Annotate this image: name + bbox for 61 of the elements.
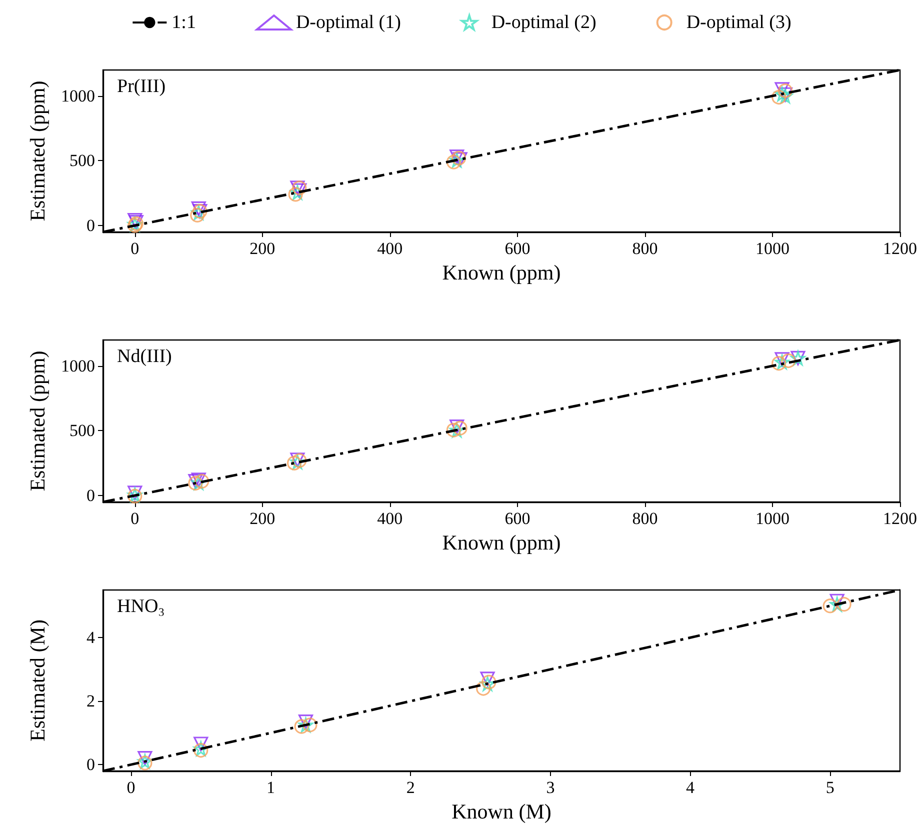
- point: [778, 83, 793, 98]
- point: [298, 714, 314, 730]
- x-axis-title: Known (ppm): [442, 260, 561, 284]
- point: [830, 596, 844, 612]
- x-tick-label: 1200: [883, 239, 917, 258]
- y-tick-label: 4: [86, 628, 96, 648]
- x-tick-label: 800: [632, 239, 658, 258]
- point: [781, 353, 796, 368]
- x-axis-title: Known (M): [452, 800, 552, 824]
- legend-label: D-optimal (2): [491, 12, 596, 33]
- x-tick-label: 0: [130, 239, 140, 258]
- y-tick-label: 1000: [61, 86, 95, 106]
- x-tick-label: 1000: [755, 239, 790, 258]
- x-tick-label: 400: [377, 509, 403, 528]
- y-axis-title: Estimated (ppm): [26, 80, 50, 222]
- x-tick-label: 5: [826, 778, 834, 797]
- x-tick-label: 0: [126, 778, 136, 797]
- point: [450, 420, 464, 434]
- y-tick-label: 1000: [61, 356, 95, 376]
- x-tick-label: 0: [130, 509, 140, 528]
- point: [452, 420, 468, 436]
- x-tick-label: 200: [250, 239, 276, 258]
- legend-label: D-optimal (1): [296, 12, 401, 33]
- chart-title: Nd(III): [117, 346, 172, 367]
- x-tick-label: 1200: [883, 509, 917, 528]
- x-tick-label: 1000: [755, 509, 790, 528]
- point: [450, 422, 464, 438]
- y-tick-label: 2: [86, 692, 95, 711]
- y-axis-title: Estimated (ppm): [26, 350, 50, 492]
- x-axis-title: Known (ppm): [442, 530, 561, 554]
- point: [298, 718, 314, 732]
- x-tick-label: 800: [632, 509, 658, 528]
- legend-label: D-optimal (3): [686, 12, 792, 33]
- x-tick-label: 200: [250, 509, 276, 528]
- y-axis-title: Estimated (M): [26, 620, 50, 742]
- legend-label: 1:1: [172, 12, 196, 33]
- point: [836, 596, 852, 612]
- y-tick-label: 0: [86, 755, 95, 774]
- point: [480, 672, 495, 686]
- x-tick-label: 600: [504, 509, 530, 528]
- chart-title: HNO₃: [117, 596, 165, 617]
- point: [446, 154, 461, 170]
- y-tick-label: 500: [70, 421, 95, 440]
- point: [822, 598, 838, 614]
- x-tick-label: 1: [266, 778, 276, 797]
- x-tick-label: 600: [504, 239, 530, 258]
- point: [476, 681, 491, 696]
- y-tick-label: 0: [86, 216, 95, 236]
- y-tick-label: 0: [86, 486, 95, 506]
- x-tick-label: 2: [406, 778, 415, 797]
- chart-title: Pr(III): [117, 76, 166, 97]
- point: [194, 474, 210, 489]
- x-tick-label: 3: [546, 778, 555, 797]
- y-tick-label: 500: [70, 151, 95, 170]
- x-tick-label: 400: [377, 239, 403, 258]
- point: [286, 456, 302, 470]
- point: [194, 736, 208, 752]
- point: [772, 90, 786, 105]
- point: [446, 422, 461, 438]
- x-tick-label: 4: [686, 778, 696, 797]
- point: [138, 751, 152, 766]
